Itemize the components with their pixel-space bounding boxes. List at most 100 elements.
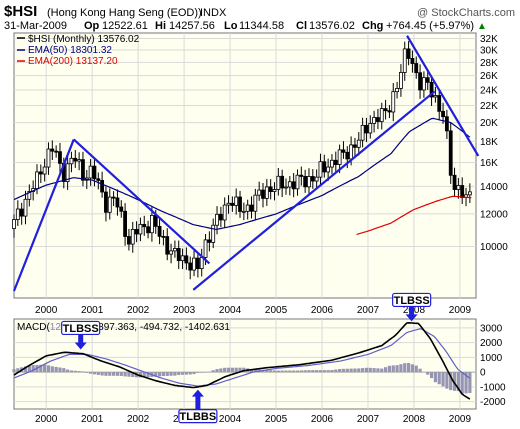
macd-histogram-bar	[234, 367, 238, 373]
candle-body	[441, 110, 445, 118]
candle-body	[444, 116, 449, 132]
candle-body	[195, 257, 200, 270]
candle-body	[88, 165, 93, 179]
candle-body	[207, 239, 212, 243]
price-x-tick-label: 2003	[173, 305, 196, 316]
macd-histogram-bar	[456, 372, 460, 392]
candle-body	[153, 214, 158, 227]
macd-histogram-bar	[119, 372, 123, 376]
macd-histogram-bar	[292, 370, 296, 373]
macd-histogram-bar	[406, 363, 411, 373]
price-y-tick-label: 12000	[480, 209, 508, 220]
price-x-tick-label: 2007	[357, 305, 380, 316]
candle-body	[12, 219, 16, 229]
macd-y-tick-label: 0	[480, 368, 486, 379]
candle-body	[422, 77, 426, 91]
price-y-tick-label: 14000	[480, 182, 508, 193]
quote-date: 31-Mar-2009	[4, 20, 67, 32]
candle-body	[96, 178, 101, 181]
candle-body	[65, 163, 70, 182]
candle-body	[150, 214, 154, 234]
macd-histogram-bar	[96, 372, 100, 375]
annotation-label: TLBSS	[394, 295, 430, 307]
macd-histogram-bar	[154, 372, 158, 377]
macd-line	[13, 321, 471, 400]
price-x-tick-label: 2000	[35, 305, 58, 316]
candle-body	[395, 87, 399, 93]
candle-body	[234, 196, 239, 206]
open-label: Op	[84, 20, 100, 32]
macd-histogram-bar	[349, 368, 353, 373]
macd-x-axis: 2000200120022003200420052006200720082009	[35, 414, 471, 425]
price-y-tick-label: 16K	[480, 158, 498, 169]
price-y-tick-label: 22K	[480, 101, 498, 112]
candle-body	[81, 159, 85, 181]
macd-histogram-bar	[441, 372, 445, 387]
macd-histogram-bar	[341, 368, 346, 373]
candle-body	[345, 151, 350, 160]
candle-body	[287, 181, 292, 188]
candle-body	[161, 235, 166, 238]
macd-histogram-bar	[169, 372, 173, 376]
candle-body	[314, 176, 319, 182]
macd-histogram-bar	[326, 370, 330, 373]
candle-body	[429, 81, 434, 98]
macd-histogram-bar	[108, 372, 112, 376]
macd-histogram-bar	[157, 372, 162, 377]
macd-histogram-bar	[12, 369, 16, 373]
high-value: 14257.56	[169, 20, 215, 32]
price-y-tick-label: 30K	[480, 46, 498, 57]
price-x-tick-label: 2006	[311, 305, 334, 316]
macd-histogram-bar	[77, 371, 81, 373]
macd-marks	[12, 321, 476, 400]
macd-histogram-bar	[403, 363, 407, 373]
macd-histogram-bar	[188, 372, 192, 375]
candle-body	[245, 204, 250, 212]
macd-histogram-bar	[426, 372, 430, 375]
macd-histogram-bar	[468, 372, 472, 393]
candle-body	[165, 236, 170, 255]
candle-body	[203, 239, 208, 258]
low-value: 11344.58	[239, 20, 284, 32]
price-y-axis: 10000 12000 14000 16K 18K 20K 22K 24K 26K 28K30K3…	[480, 34, 508, 253]
price-x-axis: 2000 2001 2002 2003 2004 2005 2006 2007 2008 2009	[35, 305, 471, 316]
trendline	[73, 138, 211, 265]
candle-body	[253, 194, 258, 212]
macd-x-tick-label: 2001	[81, 414, 104, 425]
macd-histogram-bar	[399, 364, 403, 373]
open-value: 12522.61	[102, 20, 148, 32]
macd-histogram-bar	[357, 368, 361, 373]
macd-histogram-bar	[39, 364, 43, 373]
macd-histogram-bar	[115, 372, 120, 376]
candle-body	[73, 157, 78, 162]
macd-histogram-bar	[353, 368, 357, 373]
price-y-tick-label: 24K	[480, 85, 498, 96]
candle-body	[425, 77, 430, 83]
macd-y-axis: -2000 -1000 0 1000 2000 3000	[480, 323, 506, 408]
macd-y-tick-label: 2000	[480, 338, 503, 349]
candle-body	[391, 91, 396, 113]
ema200-line	[356, 195, 472, 235]
macd-histogram-bar	[219, 368, 223, 373]
arrow-up-icon	[191, 389, 204, 410]
macd-histogram-bar	[230, 367, 234, 373]
macd-histogram-bar	[142, 372, 146, 378]
candle-body	[54, 150, 59, 153]
macd-histogram-bar	[429, 372, 434, 379]
candle-body	[92, 165, 97, 180]
candle-body	[50, 148, 55, 152]
price-x-tick-label: 2002	[127, 305, 150, 316]
candle-body	[188, 262, 193, 271]
macd-histogram-bar	[31, 365, 35, 373]
macd-histogram-bar	[445, 372, 449, 389]
candle-body	[402, 48, 407, 73]
annotation-tlbbs: TLBBS	[178, 389, 218, 424]
candle-body	[406, 48, 411, 59]
price-panel: 10000 12000 14000 16K 18K 20K 22K 24K 26K 28K30K3…	[12, 32, 508, 299]
macd-histogram-bar	[318, 370, 323, 373]
candle-body	[157, 225, 162, 237]
macd-histogram-bar	[288, 370, 292, 373]
price-y-tick-label: 26K	[480, 71, 498, 82]
macd-histogram-bar	[395, 365, 399, 373]
legend-ema50: EMA(50) 18301.32	[28, 45, 112, 56]
